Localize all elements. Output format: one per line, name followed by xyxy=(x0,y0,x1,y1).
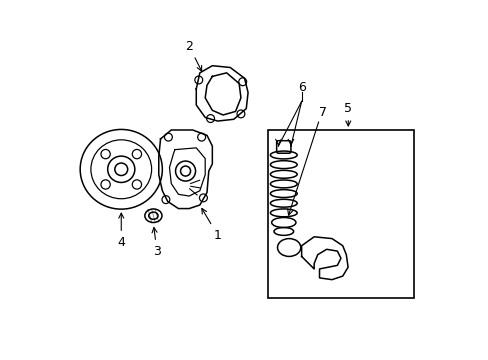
Text: 4: 4 xyxy=(117,213,125,249)
Text: 6: 6 xyxy=(297,81,305,94)
Text: 2: 2 xyxy=(185,40,201,71)
Text: 3: 3 xyxy=(152,228,161,258)
Text: 5: 5 xyxy=(344,102,351,126)
Bar xyxy=(267,130,413,298)
Text: 1: 1 xyxy=(202,208,221,242)
Text: 7: 7 xyxy=(319,105,326,119)
